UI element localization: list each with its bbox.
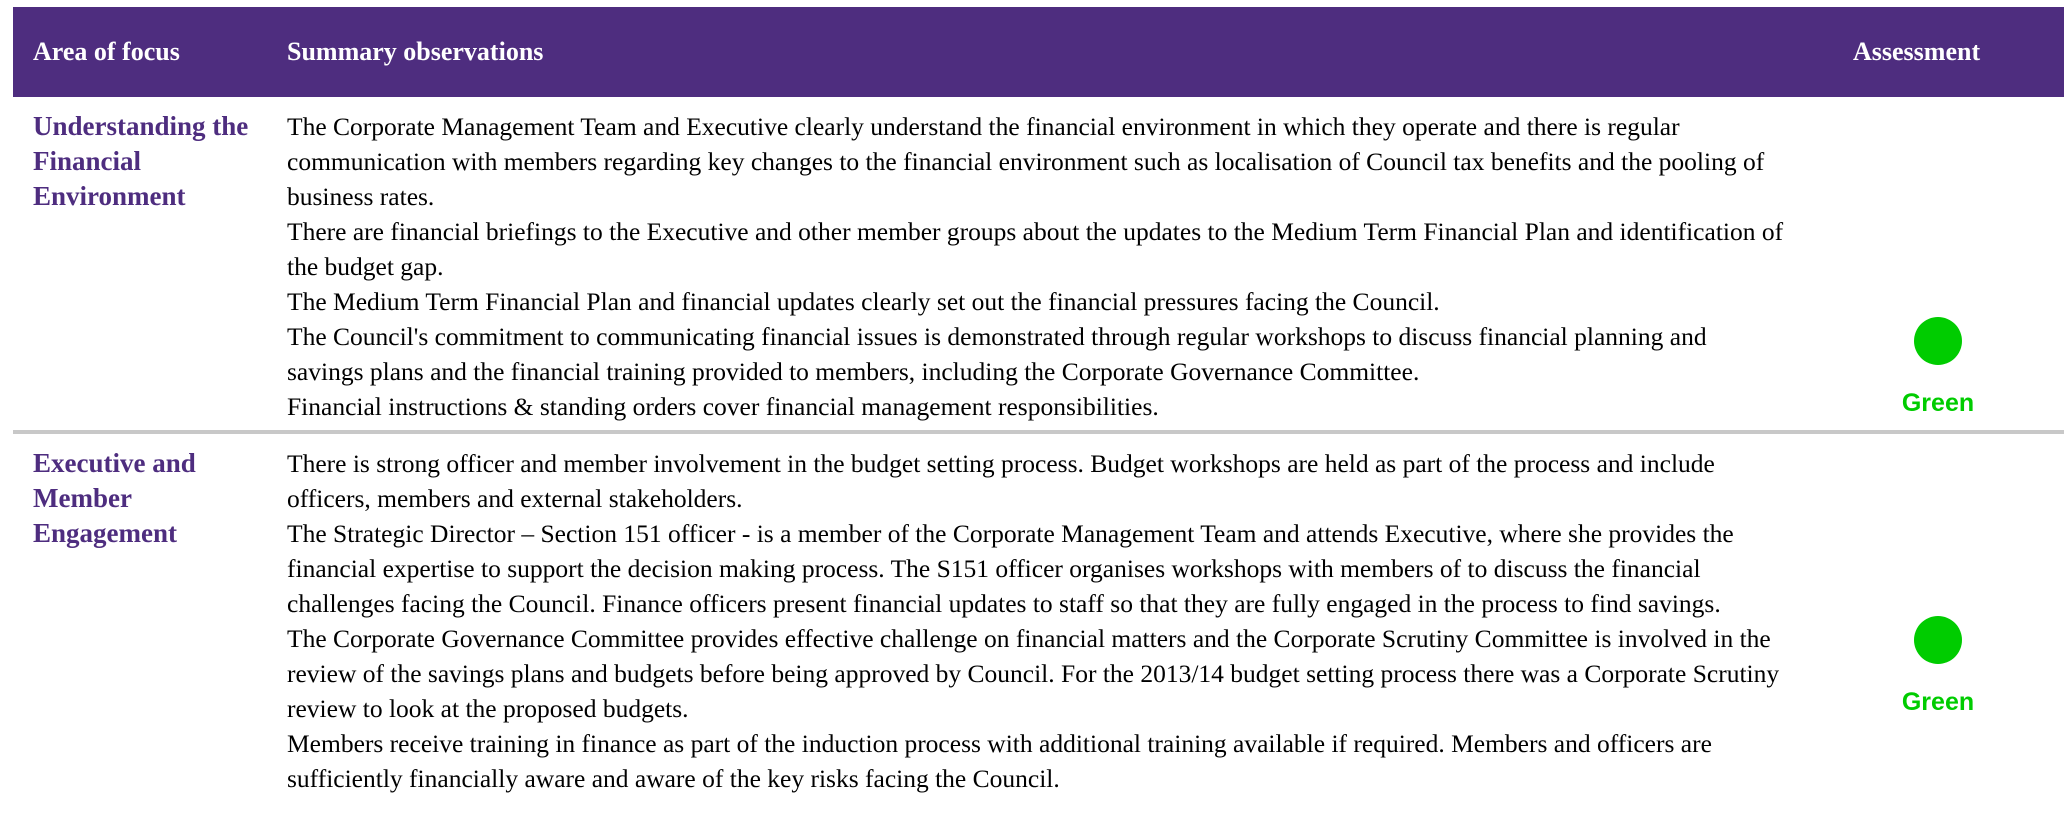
observation: There are financial briefings to the Exe… [287, 217, 1784, 281]
observation: Financial instructions & standing orders… [287, 392, 1159, 421]
status-indicator [1914, 317, 1962, 365]
area-of-focus: Understanding the Financial Environment [33, 111, 249, 211]
observation: The Council's commitment to communicatin… [287, 322, 1707, 386]
observation: The Corporate Management Team and Execut… [287, 112, 1765, 211]
row-separator [13, 430, 2064, 434]
status-indicator [1914, 616, 1962, 664]
table-header: Area of focus Summary observations Asses… [13, 7, 2064, 97]
assessment: Green [1901, 389, 1975, 417]
observation: The Strategic Director – Section 151 off… [287, 519, 1734, 618]
observation: The Corporate Governance Committee provi… [287, 624, 1780, 723]
column-header: Area of focus [33, 37, 180, 66]
table-row: Understanding the Financial Environment T… [13, 97, 2064, 430]
table-row: Executive and Member Engagement There is … [13, 434, 2064, 832]
area-of-focus: Executive and Member Engagement [33, 448, 196, 548]
summary-observations: The Corporate Management Team and Execut… [287, 109, 1787, 424]
observation: Members receive training in finance as p… [287, 729, 1712, 793]
observation: There is strong officer and member invol… [287, 449, 1715, 513]
column-header: Assessment [1853, 37, 1981, 66]
summary-observations: There is strong officer and member invol… [287, 446, 1787, 796]
observation: The Medium Term Financial Plan and finan… [287, 287, 1440, 316]
assessment: Green [1901, 688, 1975, 716]
column-header: Summary observations [287, 37, 544, 66]
